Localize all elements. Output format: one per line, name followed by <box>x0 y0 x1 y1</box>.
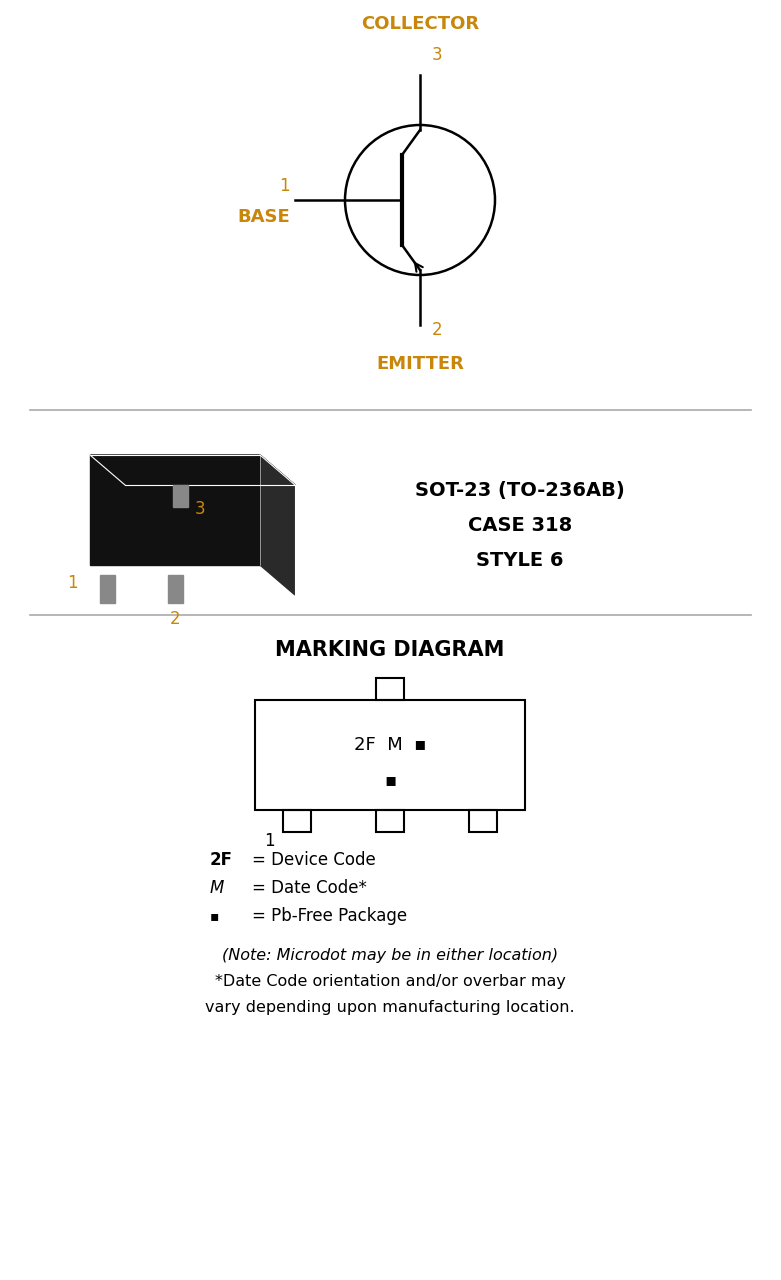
Text: = Pb-Free Package: = Pb-Free Package <box>252 908 407 925</box>
Polygon shape <box>100 575 115 603</box>
Bar <box>283 810 311 832</box>
Text: 3: 3 <box>195 500 205 518</box>
Text: 3: 3 <box>432 46 443 64</box>
Text: MARKING DIAGRAM: MARKING DIAGRAM <box>276 640 505 660</box>
Text: STYLE 6: STYLE 6 <box>476 550 564 570</box>
Text: ▪: ▪ <box>210 909 219 923</box>
Polygon shape <box>260 454 295 595</box>
Text: (Note: Microdot may be in either location): (Note: Microdot may be in either locatio… <box>222 947 558 963</box>
Bar <box>255 700 525 810</box>
Polygon shape <box>173 485 188 507</box>
Text: EMITTER: EMITTER <box>376 355 464 372</box>
Text: 2F  M  ▪: 2F M ▪ <box>354 736 426 754</box>
Text: 1: 1 <box>280 177 290 195</box>
Text: 2: 2 <box>432 321 443 339</box>
Text: M: M <box>210 879 224 897</box>
Text: COLLECTOR: COLLECTOR <box>361 15 479 33</box>
Text: BASE: BASE <box>237 209 290 227</box>
Text: *Date Code orientation and/or overbar may: *Date Code orientation and/or overbar ma… <box>215 974 565 988</box>
Bar <box>376 678 404 700</box>
Polygon shape <box>90 454 295 485</box>
Text: vary depending upon manufacturing location.: vary depending upon manufacturing locati… <box>205 1000 575 1015</box>
Bar <box>376 810 404 832</box>
Text: 2: 2 <box>169 611 180 628</box>
Text: 1: 1 <box>265 832 275 850</box>
Text: = Device Code: = Device Code <box>252 851 376 869</box>
Text: = Date Code*: = Date Code* <box>252 879 367 897</box>
Text: 2F: 2F <box>210 851 233 869</box>
Text: 1: 1 <box>67 573 78 591</box>
Polygon shape <box>90 454 260 564</box>
Text: CASE 318: CASE 318 <box>468 516 572 535</box>
Bar <box>469 810 497 832</box>
Polygon shape <box>168 575 183 603</box>
Text: ▪: ▪ <box>384 771 396 788</box>
Text: SOT-23 (TO-236AB): SOT-23 (TO-236AB) <box>415 480 625 499</box>
